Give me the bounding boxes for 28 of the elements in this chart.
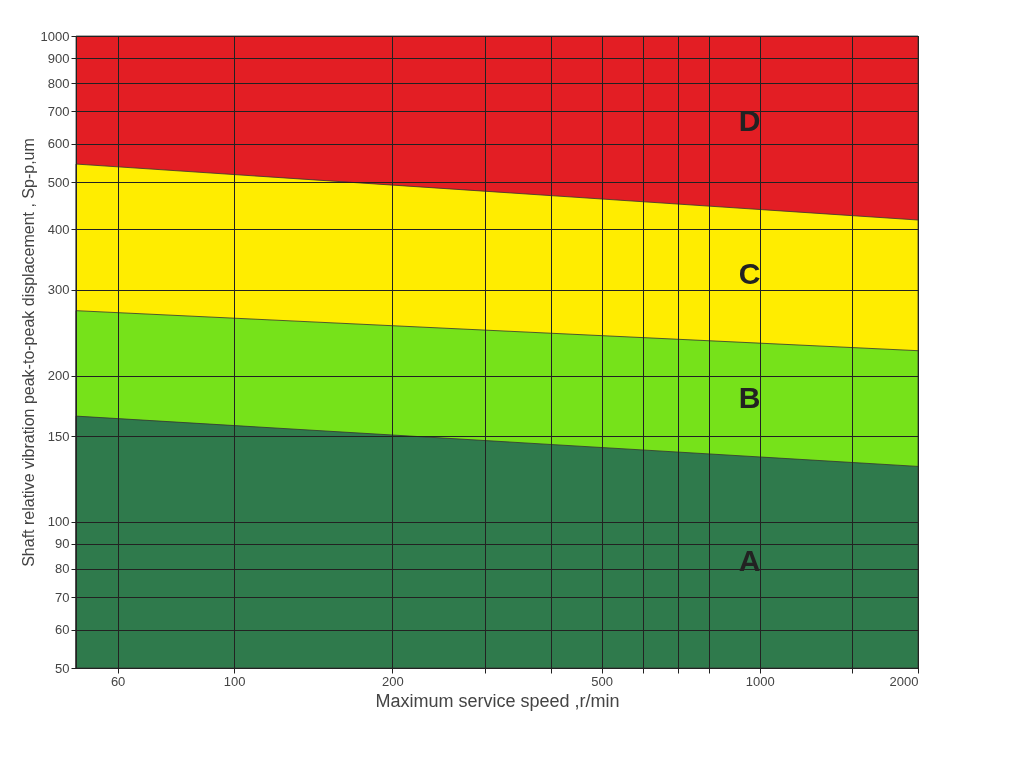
y-tick-label: 300 xyxy=(47,282,70,298)
y-tick-label: 60 xyxy=(55,622,70,638)
annotation: A xyxy=(738,543,761,577)
y-tick-label: 50 xyxy=(55,660,70,676)
x-tick-label: 1000 xyxy=(745,673,775,689)
y-tick-label: 600 xyxy=(47,136,70,152)
x-tick-label: 60 xyxy=(110,673,126,689)
y-tick-label: 900 xyxy=(47,50,70,66)
annotation: B xyxy=(738,380,761,414)
y-tick-label: 70 xyxy=(55,589,70,605)
x-axis-title: Maximum service speed ,r/min xyxy=(375,690,620,711)
y-tick-label: 90 xyxy=(55,536,70,552)
y-tick-label: 500 xyxy=(47,174,70,190)
y-tick-label: 150 xyxy=(47,428,70,444)
y-tick-label: 200 xyxy=(47,368,70,384)
y-tick-label: 80 xyxy=(55,561,70,577)
y-tick-label: 700 xyxy=(47,103,70,119)
y-tick-label: 100 xyxy=(47,514,70,530)
y-tick-label: 400 xyxy=(47,221,70,237)
x-tick-label: 2000 xyxy=(889,673,919,689)
annotation: C xyxy=(738,256,761,290)
x-tick-label: 100 xyxy=(223,673,246,689)
annotation: D xyxy=(738,103,761,137)
y-tick-label: 800 xyxy=(47,75,70,91)
x-tick-label: 500 xyxy=(591,673,613,689)
y-tick-label: 1000 xyxy=(40,28,70,44)
y-axis-title: Shaft relative vibration peak-to-peak displacement , Sp-p,um xyxy=(19,138,37,567)
x-tick-label: 200 xyxy=(382,673,404,689)
